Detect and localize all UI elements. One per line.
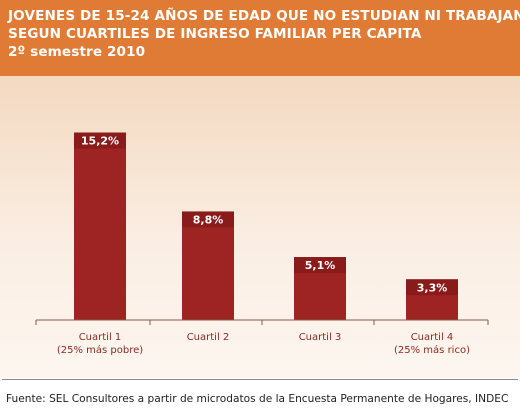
data-label-3: 5,1% (305, 259, 336, 272)
bar-3-cap (294, 257, 346, 274)
chart-subtitle: 2º semestre 2010 (8, 44, 146, 60)
x-tick-label-1: Cuartil 1 (79, 332, 122, 343)
x-tick-label-1-sub: (25% más pobre) (57, 344, 143, 356)
bar-chart: 15,2% 8,8% 5,1% 3,3% Cuartil 1(25% más pobre… (35, 132, 489, 356)
chart-title-line-1: JOVENES DE 15-24 AÑOS DE EDAD QUE NO EST… (8, 8, 520, 24)
chart-title-line-2: SEGUN CUARTILES DE INGRESO FAMILIAR PER … (8, 26, 422, 42)
x-tick-label-4: Cuartil 4 (411, 332, 454, 343)
chart-header: JOVENES DE 15-24 AÑOS DE EDAD QUE NO EST… (0, 0, 520, 76)
x-tick-label-2: Cuartil 2 (187, 332, 230, 343)
x-tick-label-4-sub: (25% más rico) (394, 344, 470, 356)
source-note: Fuente: SEL Consultores a partir de micr… (6, 393, 509, 405)
bar-2 (182, 211, 234, 320)
data-label-1: 15,2% (81, 135, 119, 148)
x-tick-label-3: Cuartil 3 (299, 332, 342, 343)
plot-area: 15,2% 8,8% 5,1% 3,3% Cuartil 1 (25% más pobre… (0, 76, 520, 378)
bar-2-cap (182, 211, 234, 228)
data-label-4: 3,3% (417, 281, 448, 294)
data-label-2: 8,8% (193, 213, 224, 226)
bar-1 (74, 132, 126, 320)
footer-divider (2, 379, 518, 380)
bar-1-cap (74, 132, 126, 149)
bar-4-cap (406, 279, 458, 296)
